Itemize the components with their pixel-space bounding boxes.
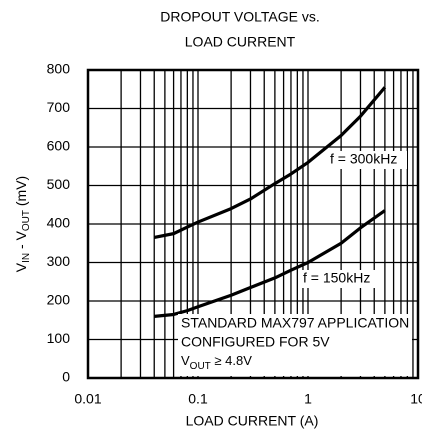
chart-title: LOAD CURRENT (185, 34, 296, 50)
y-tick-label: 200 (47, 292, 71, 308)
series-label: f = 300kHz (330, 151, 397, 167)
y-tick-label: 800 (47, 61, 71, 77)
y-tick-label: 600 (47, 138, 71, 154)
y-tick-label: 500 (47, 176, 71, 192)
x-tick-label: 0.1 (188, 391, 208, 407)
x-tick-label: 0.01 (74, 391, 101, 407)
note-condition: VOUT ≥ 4.8V (181, 353, 252, 371)
y-axis-label-part: - V (13, 230, 29, 252)
note-line: STANDARD MAX797 APPLICATION (181, 315, 409, 331)
x-axis-label: LOAD CURRENT (A) (186, 413, 319, 429)
note-condition-part: OUT (190, 361, 211, 372)
y-axis-label-part: OUT (21, 210, 32, 231)
note-condition-part: V (181, 353, 190, 368)
plot-frame (86, 68, 420, 380)
y-axis-label-part: (mV) (13, 176, 29, 210)
y-tick-label: 400 (47, 215, 71, 231)
chart-title: DROPOUT VOLTAGE vs. (160, 9, 319, 25)
y-tick-label: 100 (47, 330, 71, 346)
y-axis-label-part: IN (21, 253, 32, 263)
series-label: f = 150kHz (303, 270, 370, 286)
note-line: CONFIGURED FOR 5V (181, 334, 330, 350)
line (153, 86, 387, 240)
note-bg (178, 314, 412, 376)
y-tick-label: 300 (47, 253, 71, 269)
note-condition-part: ≥ 4.8V (211, 353, 252, 368)
x-tick-label: 10 (410, 391, 422, 407)
y-axis-label-part: V (13, 262, 29, 272)
y-tick-label: 700 (47, 99, 71, 115)
x-tick-label: 1 (304, 391, 312, 407)
y-axis-label: VIN - VOUT (mV) (13, 176, 32, 272)
series-label-bg (327, 151, 407, 169)
line (154, 209, 386, 318)
series-label-bg (300, 270, 380, 288)
y-tick-label: 0 (62, 369, 70, 385)
